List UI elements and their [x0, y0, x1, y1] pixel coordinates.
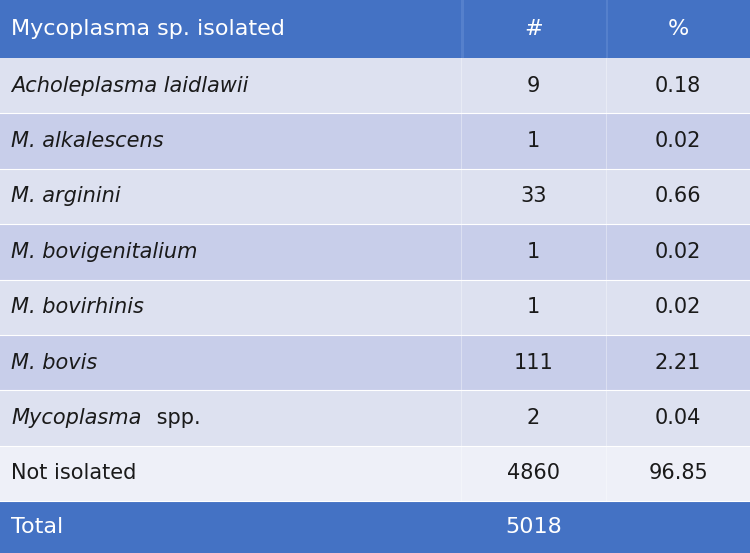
Text: 5018: 5018	[506, 517, 562, 537]
Text: 0.02: 0.02	[655, 297, 701, 317]
Bar	[0, 169, 750, 224]
Text: 0.18: 0.18	[655, 76, 701, 96]
Bar	[461, 0, 464, 58]
Text: spp.: spp.	[150, 408, 201, 428]
Text: 0.02: 0.02	[655, 131, 701, 151]
Text: 9: 9	[527, 76, 540, 96]
Text: 0.04: 0.04	[655, 408, 701, 428]
Bar	[0, 446, 750, 501]
Text: 1: 1	[527, 297, 540, 317]
Bar	[0, 335, 750, 390]
Text: 0.02: 0.02	[655, 242, 701, 262]
Text: 2.21: 2.21	[655, 353, 701, 373]
Bar	[0, 58, 750, 113]
Bar	[0, 113, 750, 169]
Text: #: #	[524, 19, 543, 39]
Bar	[0, 279, 750, 335]
Text: 33: 33	[520, 186, 547, 206]
Text: 2: 2	[527, 408, 540, 428]
Text: M. bovirhinis: M. bovirhinis	[11, 297, 144, 317]
Text: Mycoplasma sp. isolated: Mycoplasma sp. isolated	[11, 19, 285, 39]
Text: Not isolated: Not isolated	[11, 463, 136, 483]
Text: M. bovis: M. bovis	[11, 353, 98, 373]
Text: 0.66: 0.66	[655, 186, 701, 206]
Text: M. bovigenitalium: M. bovigenitalium	[11, 242, 198, 262]
Text: 111: 111	[514, 353, 554, 373]
Text: Total: Total	[11, 517, 64, 537]
Bar	[0, 0, 750, 58]
Text: Mycoplasma: Mycoplasma	[11, 408, 142, 428]
Text: %: %	[668, 19, 688, 39]
Text: M. arginini: M. arginini	[11, 186, 121, 206]
Text: 1: 1	[527, 131, 540, 151]
Text: M. alkalescens: M. alkalescens	[11, 131, 164, 151]
Bar	[0, 224, 750, 279]
Text: Acholeplasma laidlawii: Acholeplasma laidlawii	[11, 76, 248, 96]
Text: 96.85: 96.85	[648, 463, 708, 483]
Text: 1: 1	[527, 242, 540, 262]
Text: 4860: 4860	[507, 463, 560, 483]
Bar	[606, 0, 608, 58]
Bar	[0, 390, 750, 446]
Bar	[0, 501, 750, 553]
